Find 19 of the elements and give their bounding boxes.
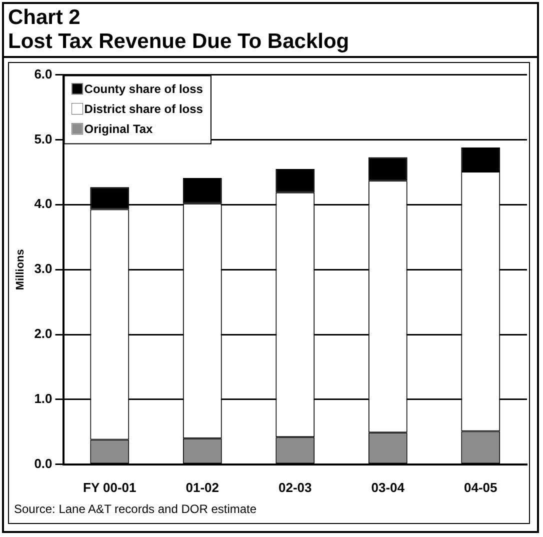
y-tick-label: 2.0 bbox=[34, 326, 52, 342]
y-tick-label: 6.0 bbox=[34, 66, 52, 82]
legend-label: District share of loss bbox=[84, 102, 204, 116]
y-tick-label: 4.0 bbox=[34, 196, 52, 212]
y-tick-label: 0.0 bbox=[34, 456, 52, 471]
legend-label: Original Tax bbox=[84, 122, 154, 136]
source-note: Source: Lane A&T records and DOR estimate bbox=[14, 502, 257, 516]
chart-subtitle: Lost Tax Revenue Due To Backlog bbox=[8, 30, 350, 54]
x-tick-label: 03-04 bbox=[371, 480, 406, 495]
y-tick-label: 1.0 bbox=[34, 391, 52, 406]
y-tick-label: 5.0 bbox=[34, 131, 52, 146]
x-tick-label: 04-05 bbox=[464, 480, 498, 495]
legend-label: County share of loss bbox=[84, 82, 204, 96]
x-tick-label: FY 00-01 bbox=[83, 480, 136, 495]
x-tick-label: 02-03 bbox=[278, 480, 312, 495]
x-tick-label: 01-02 bbox=[186, 480, 220, 495]
chart-title: Chart 2 bbox=[8, 6, 82, 30]
y-tick-label: 3.0 bbox=[34, 261, 52, 276]
y-axis-title: Millions bbox=[14, 249, 27, 290]
